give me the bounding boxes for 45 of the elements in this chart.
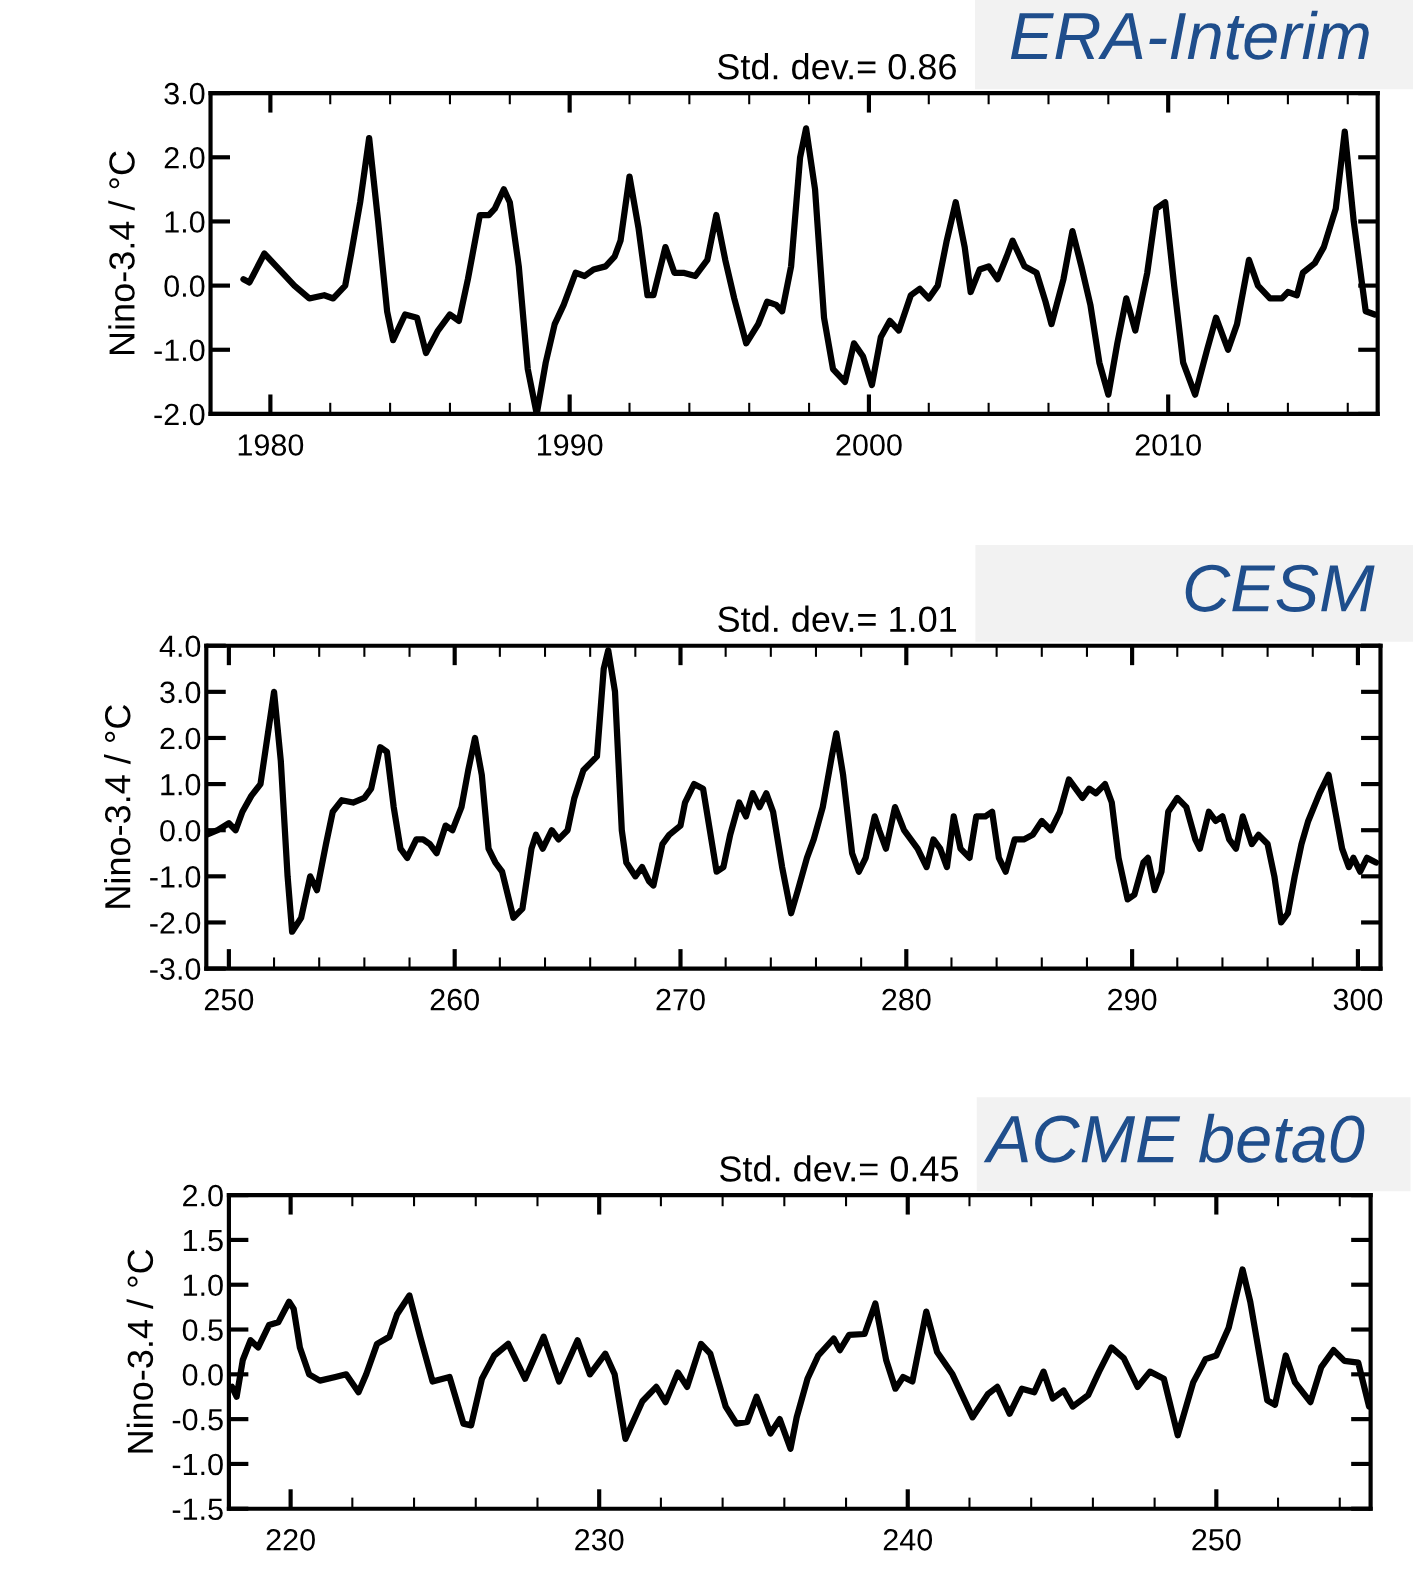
chart-subtitle: Std. dev.= 0.86 (717, 53, 956, 80)
y-tick-label: 1.0 (161, 773, 201, 796)
chart-title: ERA-Interim (1010, 10, 1369, 60)
x-tick-label: 1990 (538, 434, 603, 456)
y-tick-label: 0.0 (164, 275, 205, 297)
y-tick-label: -1.0 (150, 866, 201, 888)
chart-subtitle: Std. dev.= 1.01 (718, 605, 957, 633)
x-tick-label: 240 (883, 1528, 933, 1551)
y-tick-label: -1.0 (154, 339, 205, 362)
y-tick-label: 0.5 (182, 1319, 223, 1341)
x-tick-label: 300 (1333, 988, 1383, 1011)
x-tick-label: 280 (882, 988, 931, 1011)
y-tick-label: 1.0 (165, 211, 205, 233)
y-tick-label: -2.0 (150, 912, 201, 934)
x-tick-label: 250 (1192, 1528, 1241, 1551)
chart-title: CESM (1185, 564, 1375, 612)
y-tick-label: -0.5 (172, 1408, 223, 1431)
y-tick-label: 2.0 (164, 147, 205, 169)
y-tick-label: 1.5 (183, 1229, 223, 1252)
x-tick-label: 2010 (1135, 434, 1201, 456)
y-tick-label: -2.0 (154, 403, 205, 426)
chart-title: ACME beta0 (983, 1113, 1365, 1163)
x-tick-label: 2000 (836, 434, 902, 456)
y-axis-title: Nino-3.4 / °C (126, 1249, 154, 1453)
chart-subtitle: Std. dev.= 0.45 (719, 1155, 959, 1182)
y-axis-title: Nino-3.4 / °C (108, 151, 135, 355)
y-tick-label: -1.0 (172, 1453, 223, 1476)
x-tick-label: 260 (430, 988, 479, 1011)
x-tick-label: 250 (204, 988, 254, 1011)
x-tick-label: 230 (575, 1528, 624, 1551)
y-tick-label: -1.5 (172, 1498, 223, 1521)
x-tick-label: 1980 (238, 434, 304, 456)
y-tick-label: -3.0 (150, 958, 201, 980)
y-tick-label: 0.0 (182, 1364, 223, 1386)
x-tick-label: 290 (1108, 988, 1157, 1011)
y-tick-label: 4.0 (159, 635, 201, 658)
y-tick-label: 3.0 (164, 82, 205, 105)
x-tick-label: 270 (656, 988, 705, 1011)
y-tick-label: 3.0 (160, 681, 201, 704)
y-tick-label: 2.0 (183, 1184, 223, 1207)
y-tick-label: 1.0 (183, 1274, 223, 1297)
y-axis-title: Nino-3.4 / °C (104, 704, 131, 908)
y-tick-label: 0.0 (160, 819, 201, 842)
x-tick-label: 220 (266, 1528, 315, 1551)
y-tick-label: 2.0 (160, 727, 201, 750)
